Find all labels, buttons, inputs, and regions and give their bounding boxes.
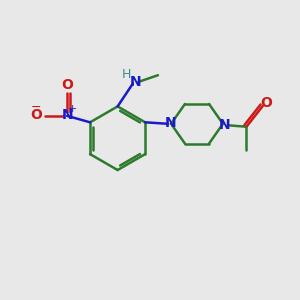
- Text: −: −: [31, 100, 41, 113]
- Text: N: N: [61, 108, 73, 122]
- Text: O: O: [30, 108, 42, 122]
- Text: O: O: [61, 78, 73, 92]
- Text: H: H: [122, 68, 131, 81]
- Text: +: +: [68, 104, 77, 114]
- Text: N: N: [130, 75, 142, 89]
- Text: O: O: [260, 96, 272, 110]
- Text: N: N: [219, 118, 230, 132]
- Text: N: N: [165, 116, 177, 130]
